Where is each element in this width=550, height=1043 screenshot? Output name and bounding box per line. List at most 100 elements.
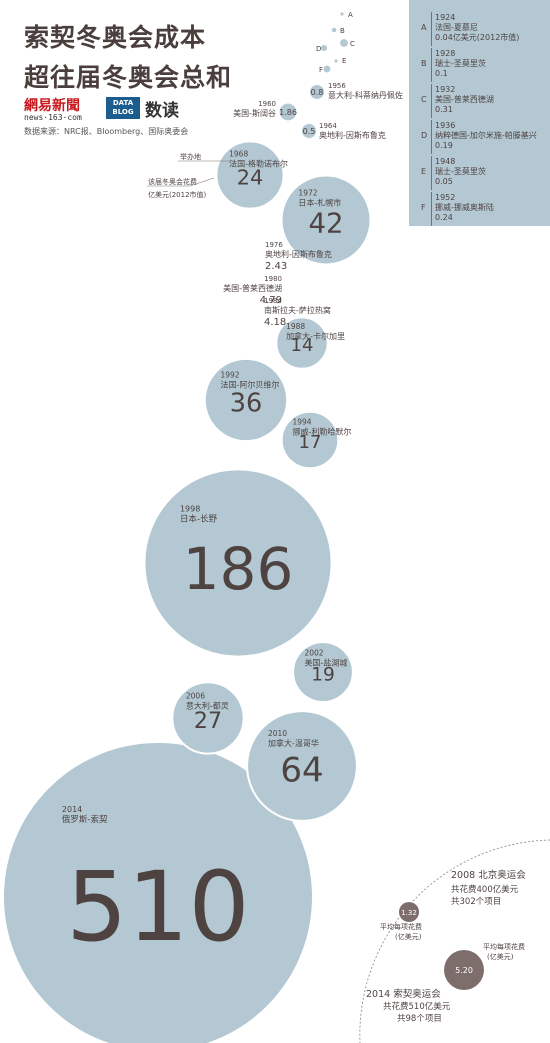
legend-year: 1948 <box>435 157 486 167</box>
legend-text-F: 1952 挪威-挪威奥斯陆 0.24 <box>435 193 494 223</box>
cost-label-line-1: 该届冬奥会花费 <box>148 177 197 186</box>
year-label-1994: 1994 <box>292 417 311 426</box>
title-line-1: 索契冬奥会成本 <box>24 18 206 54</box>
legend-year: 1952 <box>435 193 494 203</box>
value-label-1992: 36 <box>230 388 262 418</box>
legend-divider <box>431 84 432 118</box>
legend-value: 0.05 <box>435 177 486 187</box>
year-label-1956: 1956 <box>328 82 346 90</box>
cost-label-line-2: 亿美元(2012市值) <box>148 190 207 199</box>
year-label-1972: 1972 <box>298 189 317 198</box>
legend-text-A: 1924 法国-夏慕尼 0.04亿美元(2012市值) <box>435 13 519 43</box>
value-label-1956: 0.8 <box>311 88 324 97</box>
sochi-per-event-value: 5.20 <box>455 966 473 975</box>
dot-letter-E: E <box>342 57 346 65</box>
legend-letter-A: A <box>421 23 426 32</box>
dot-letter-A: A <box>348 11 353 19</box>
year-label-2002: 2002 <box>304 649 323 658</box>
shudu-logo: 数读 <box>145 96 179 121</box>
legend-letter-F: F <box>421 203 426 212</box>
legend-divider <box>431 192 432 226</box>
sochi-per-event-label-2: (亿美元) <box>487 952 514 961</box>
value-label-1964: 0.5 <box>303 127 316 136</box>
beijing-per-event-value: 1.32 <box>401 909 417 917</box>
year-label-1992: 1992 <box>220 370 239 379</box>
legend-divider <box>431 48 432 82</box>
place-label-2014: 俄罗斯-索契 <box>62 814 108 825</box>
legend-text-D: 1936 纳粹德国-加尔米施-帕滕基兴 0.19 <box>435 121 537 151</box>
place-label-1960: 美国-斯阔谷 <box>233 108 276 118</box>
year-label-1960: 1960 <box>258 100 276 108</box>
value-label-1972: 42 <box>308 206 343 239</box>
datablog-logo: DATA BLOG <box>106 97 140 119</box>
place-label-1998: 日本-长野 <box>180 514 218 525</box>
legend-text-B: 1928 瑞士-圣莫里茨 0.1 <box>435 49 486 79</box>
legend-letter-B: B <box>421 59 427 68</box>
year-label-1980: 1980 <box>264 275 282 283</box>
legend-place: 法国-夏慕尼 <box>435 23 519 33</box>
sochi-line-1: 2014 索契奥运会 <box>366 988 441 1000</box>
legend-text-E: 1948 瑞士-圣莫里茨 0.05 <box>435 157 486 187</box>
beijing-per-event-label-1: 平均每项花费 <box>380 922 422 931</box>
value-label-2006: 27 <box>194 708 222 734</box>
legend-value: 0.04亿美元(2012市值) <box>435 33 519 43</box>
legend-divider <box>431 12 432 46</box>
sochi-line-2: 共花费510亿美元 <box>383 1001 451 1012</box>
beijing-line-1: 2008 北京奥运会 <box>451 869 526 881</box>
value-label-2010: 64 <box>280 750 323 790</box>
legend-letter-E: E <box>421 167 426 176</box>
value-label-1976: 2.43 <box>265 261 287 272</box>
legend-value: 0.1 <box>435 69 486 79</box>
place-label-1964: 奥地利-因斯布鲁克 <box>319 130 386 140</box>
place-label-1980: 美国-普莱西德湖 <box>223 283 282 293</box>
legend-value: 0.24 <box>435 213 494 223</box>
legend-divider <box>431 120 432 154</box>
beijing-line-3: 共302个项目 <box>451 897 501 907</box>
value-label-1968: 24 <box>237 165 264 189</box>
dot-D <box>321 45 327 51</box>
value-label-1984: 4.18 <box>264 317 286 328</box>
year-label-2006: 2006 <box>186 691 205 700</box>
legend-place: 美国-普莱西德湖 <box>435 95 494 105</box>
data-source: 数据来源：NRC报、Bloomberg、国际奥委会 <box>24 126 188 137</box>
year-label-1998: 1998 <box>180 505 200 514</box>
dot-C <box>340 39 348 47</box>
place-label-1984: 南斯拉夫-萨拉热窝 <box>264 305 331 315</box>
legend-place: 瑞士-圣莫里茨 <box>435 59 486 69</box>
legend-letter-C: C <box>421 95 427 104</box>
host-label: 举办地 <box>180 152 201 161</box>
dot-F <box>324 66 331 73</box>
value-label-1988: 14 <box>291 335 314 356</box>
dot-B <box>332 28 336 32</box>
year-label-1964: 1964 <box>319 122 337 130</box>
legend-place: 瑞士-圣莫里茨 <box>435 167 486 177</box>
year-label-1984: 1984 <box>264 297 282 305</box>
legend-value: 0.19 <box>435 141 537 151</box>
beijing-per-event-label-2: (亿美元) <box>395 932 422 941</box>
year-label-2014: 2014 <box>62 805 82 814</box>
title-line-2: 超往届冬奥会总和 <box>24 58 232 94</box>
legend-value: 0.31 <box>435 105 494 115</box>
legend-place: 纳粹德国-加尔米施-帕滕基兴 <box>435 131 537 141</box>
legend-place: 挪威-挪威奥斯陆 <box>435 203 494 213</box>
dot-letter-D: D <box>316 45 321 53</box>
netease-url: news·163·com <box>24 113 82 122</box>
legend-letter-D: D <box>421 131 427 140</box>
place-label-1956: 意大利-科蒂纳丹佩佐 <box>328 90 403 100</box>
legend-year: 1924 <box>435 13 519 23</box>
year-label-1988: 1988 <box>286 322 305 331</box>
value-label-2014: 510 <box>66 851 249 963</box>
legend-year: 1932 <box>435 85 494 95</box>
value-label-1998: 186 <box>183 535 294 603</box>
place-label-1976: 奥地利-因斯布鲁克 <box>265 249 332 259</box>
value-label-1994: 17 <box>299 432 322 453</box>
value-label-1960: 1.86 <box>279 108 297 117</box>
year-label-2010: 2010 <box>268 729 287 738</box>
netease-logo-text-a: 網易 <box>24 98 52 114</box>
netease-logo: 網易新聞 <box>24 95 88 113</box>
dot-letter-B: B <box>340 27 345 35</box>
year-label-1968: 1968 <box>229 150 248 159</box>
year-label-1976: 1976 <box>265 241 283 249</box>
sochi-line-3: 共98个项目 <box>397 1014 442 1024</box>
